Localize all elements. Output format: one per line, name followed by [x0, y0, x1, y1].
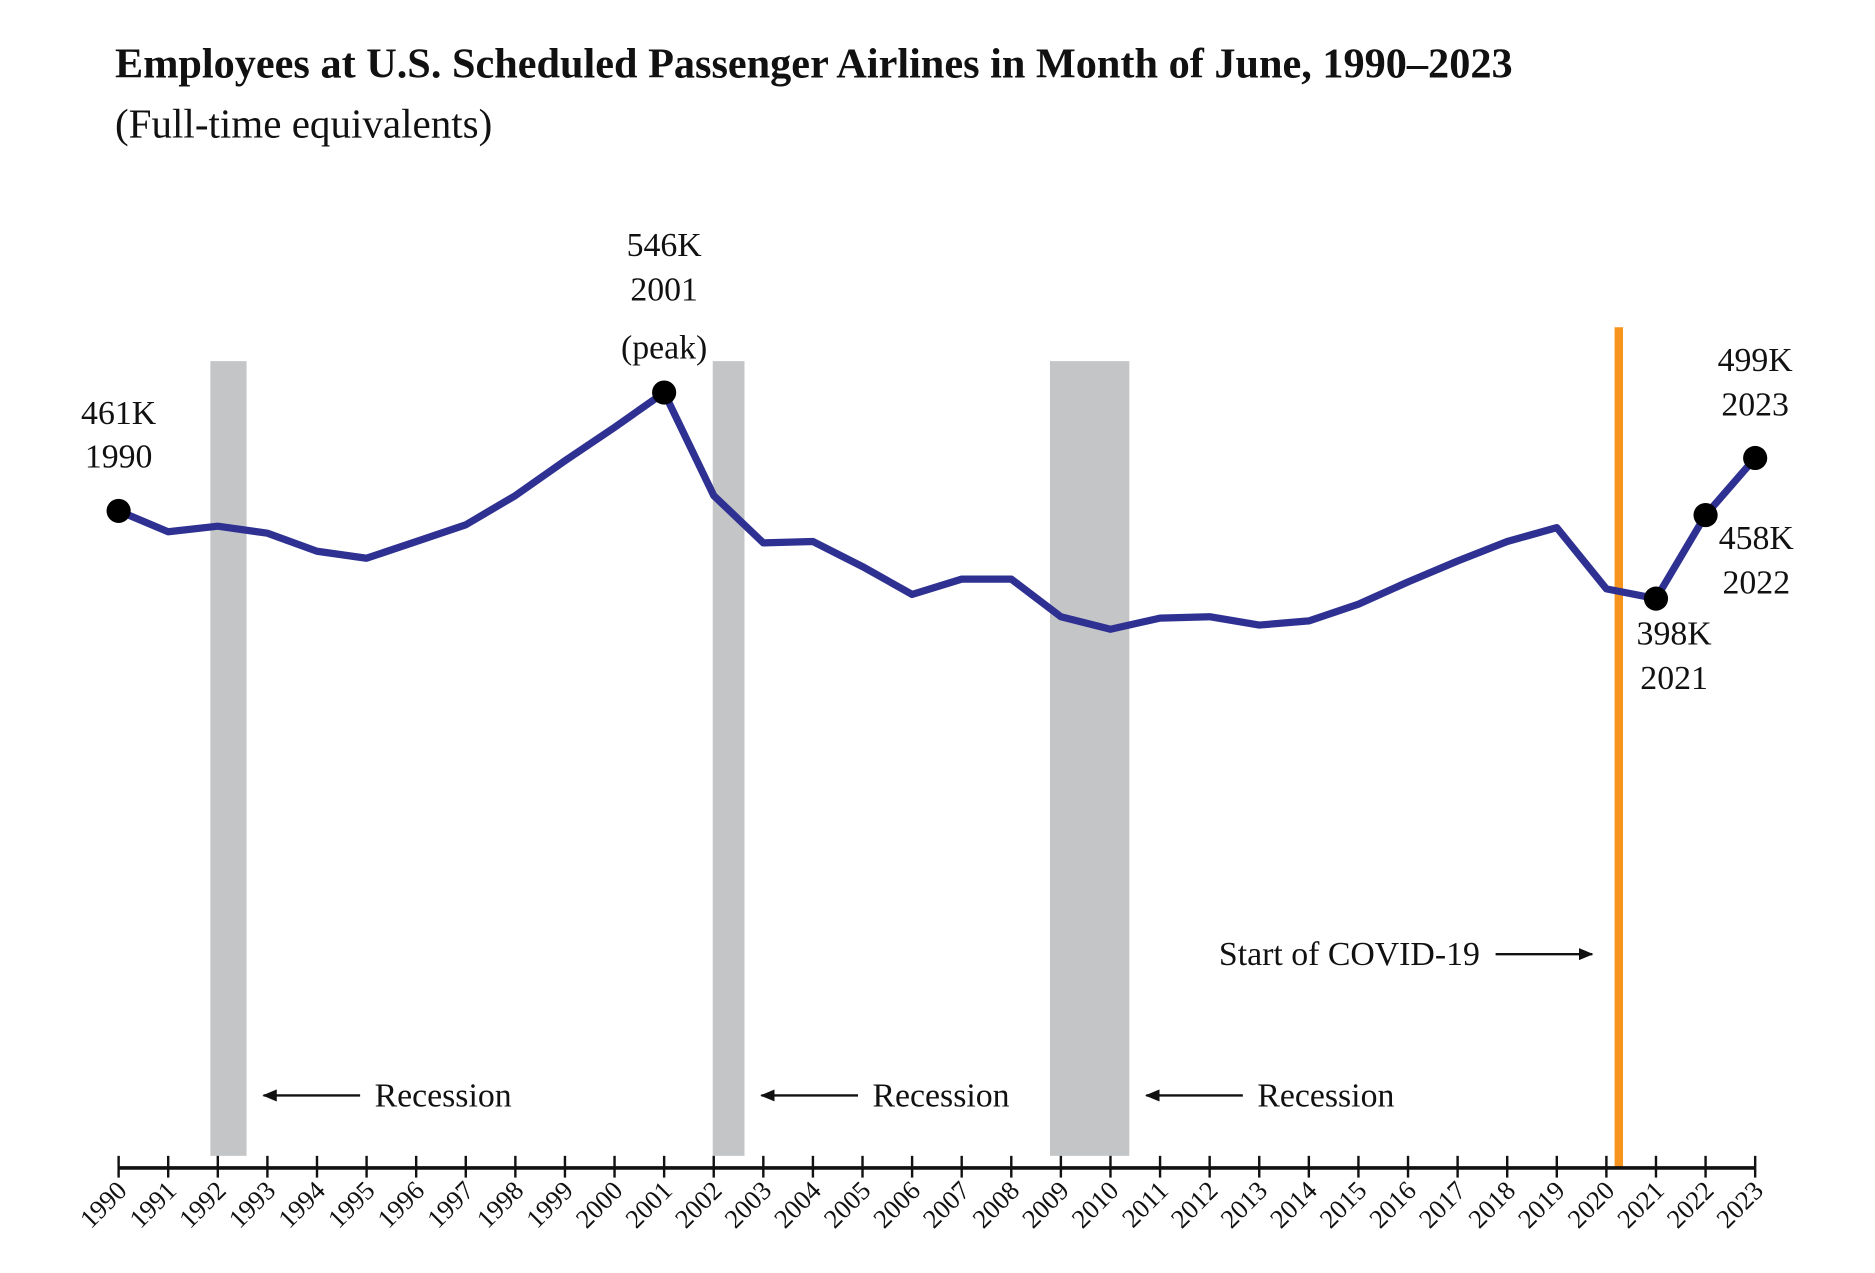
x-tick-label: 1996	[371, 1175, 430, 1234]
x-tick-label: 1994	[272, 1175, 331, 1234]
x-tick-label: 1992	[173, 1175, 232, 1234]
x-tick-label: 2018	[1462, 1175, 1521, 1234]
recession-label: Recession	[375, 1077, 512, 1114]
chart-title: Employees at U.S. Scheduled Passenger Ai…	[115, 40, 1513, 87]
value-label: 546K	[627, 227, 703, 264]
x-tick-label: 1995	[322, 1175, 381, 1234]
x-tick-label: 2019	[1512, 1175, 1571, 1234]
year-label: 2023	[1721, 387, 1789, 424]
recession-label: Recession	[1257, 1077, 1394, 1114]
recession-band	[210, 361, 247, 1156]
x-tick-label: 2005	[818, 1175, 877, 1234]
data-point	[1743, 445, 1768, 471]
x-tick-label: 2001	[619, 1175, 678, 1234]
year-label: 2001	[630, 272, 698, 309]
x-tick-label: 2007	[917, 1175, 976, 1234]
data-point	[106, 498, 131, 523]
x-tick-label: 2008	[966, 1175, 1025, 1234]
x-tick-label: 2013	[1214, 1175, 1273, 1234]
year-label: 1990	[85, 438, 153, 475]
x-tick-label: 1997	[421, 1175, 480, 1234]
data-line	[117, 388, 1758, 633]
x-tick-label: 1993	[223, 1175, 282, 1234]
x-tick-label: 2011	[1116, 1175, 1174, 1233]
value-label: 458K	[1719, 520, 1795, 557]
x-tick-label: 2021	[1611, 1175, 1670, 1234]
x-tick-label: 1990	[74, 1175, 133, 1234]
value-label: 398K	[1637, 616, 1713, 653]
x-tick-label: 2000	[570, 1175, 629, 1234]
peak-label: (peak)	[621, 330, 707, 367]
data-point	[652, 380, 677, 405]
x-tick-label: 1998	[470, 1175, 529, 1234]
covid-label: Start of COVID-19	[1219, 936, 1480, 973]
x-tick-label: 2003	[718, 1175, 777, 1234]
x-tick-label: 2009	[1016, 1175, 1075, 1234]
x-tick-label: 1999	[520, 1175, 579, 1234]
chart-subtitle: (Full-time equivalents)	[115, 101, 492, 147]
value-label: 461K	[81, 395, 157, 432]
x-tick-label: 2023	[1710, 1175, 1769, 1234]
x-tick-label: 2010	[1066, 1175, 1125, 1234]
recession-band	[712, 361, 745, 1156]
year-label: 2021	[1640, 660, 1708, 697]
x-tick-label: 2017	[1413, 1175, 1472, 1234]
x-tick-label: 2002	[669, 1175, 728, 1234]
x-tick-label: 2004	[768, 1175, 827, 1234]
recession-band	[1049, 361, 1130, 1156]
x-tick-label: 2006	[867, 1175, 926, 1234]
x-tick-label: 2014	[1264, 1175, 1323, 1234]
x-tick-label: 2015	[1314, 1175, 1373, 1234]
year-label: 2022	[1723, 565, 1791, 602]
x-tick-label: 1991	[123, 1175, 182, 1234]
x-tick-label: 2016	[1363, 1175, 1422, 1234]
data-point	[1643, 586, 1669, 611]
x-tick-label: 2022	[1661, 1175, 1720, 1234]
x-tick-label: 2020	[1562, 1175, 1621, 1234]
x-tick-label: 2012	[1165, 1175, 1224, 1234]
value-label: 499K	[1718, 342, 1794, 379]
recession-label: Recession	[873, 1077, 1010, 1114]
data-point	[1693, 502, 1718, 528]
